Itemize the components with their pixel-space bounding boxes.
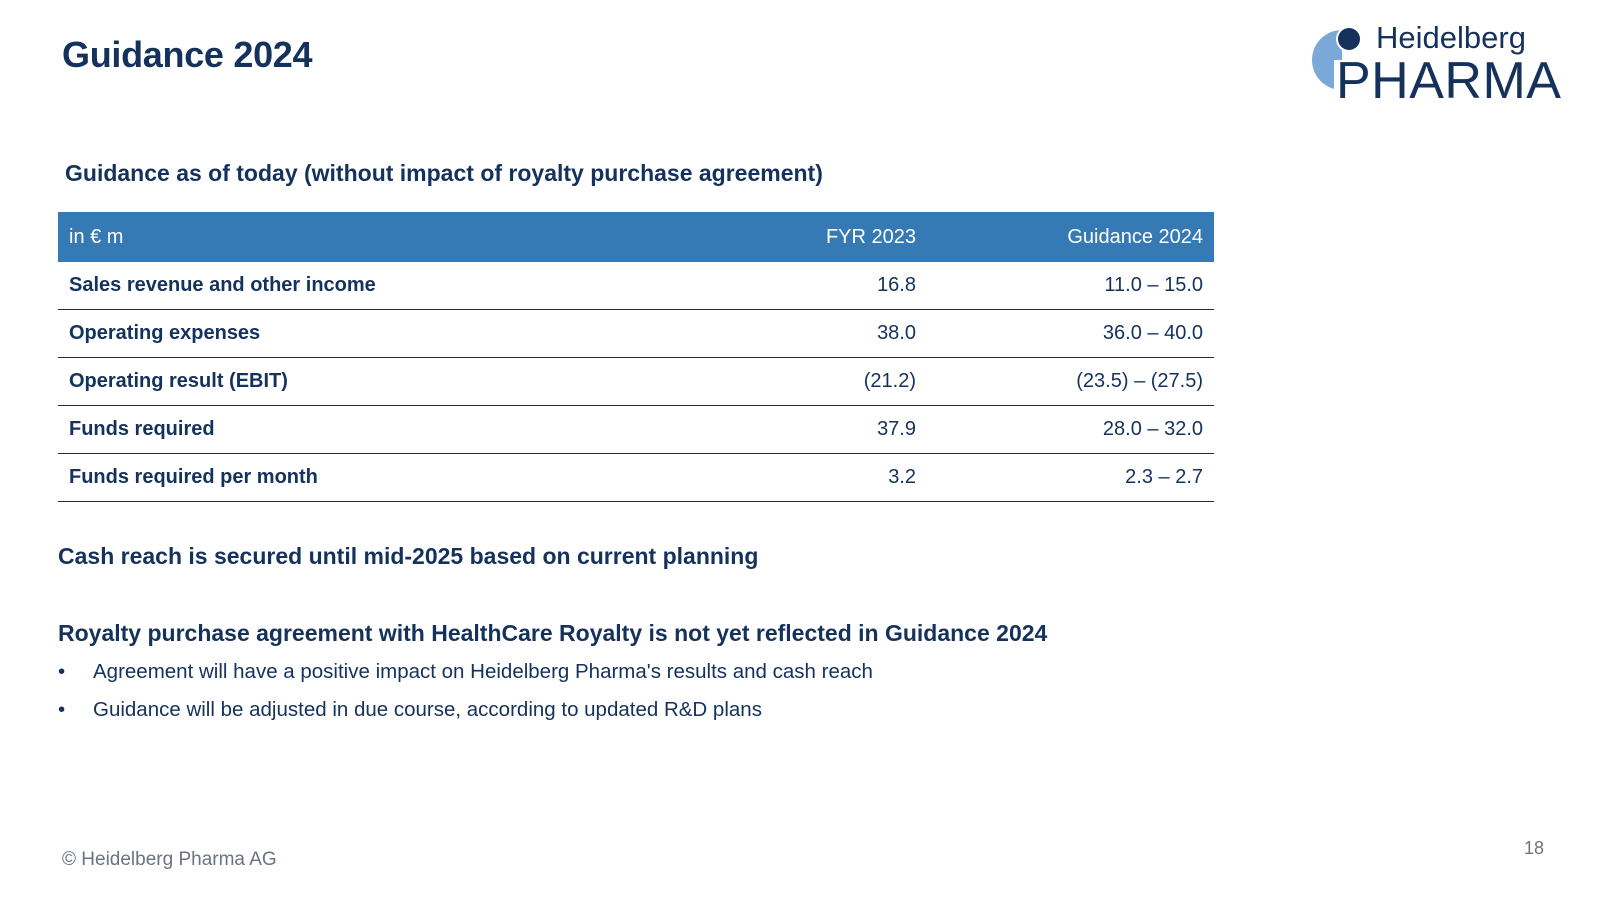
header-guidance-2024: Guidance 2024 <box>1067 225 1203 248</box>
logo-wordmark-heidelberg: Heidelberg <box>1376 20 1526 55</box>
guidance-2024-value: 36.0 – 40.0 <box>927 309 1214 358</box>
page-number: 18 <box>1523 838 1544 858</box>
row-label: Operating result (EBIT) <box>58 357 600 406</box>
guidance-2024-value: (23.5) – (27.5) <box>927 357 1214 406</box>
logo-mark-icon <box>1312 26 1362 98</box>
header-currency-unit: in € m <box>69 225 124 248</box>
table-header-row: in € m FYR 2023 Guidance 2024 <box>58 212 1214 262</box>
cash-reach-statement: Cash reach is secured until mid-2025 bas… <box>58 543 759 569</box>
guidance-subtitle: Guidance as of today (without impact of … <box>65 160 823 186</box>
royalty-agreement-statement: Royalty purchase agreement with HealthCa… <box>58 620 1048 646</box>
bullet-icon: • <box>58 660 66 683</box>
fyr-2023-value: (21.2) <box>600 357 927 406</box>
row-label: Sales revenue and other income <box>58 262 600 310</box>
bullet-text: Guidance will be adjusted in due course,… <box>93 698 762 721</box>
row-label: Funds required per month <box>58 453 600 502</box>
row-label: Operating expenses <box>58 309 600 358</box>
row-label: Funds required <box>58 405 600 454</box>
fyr-2023-value: 38.0 <box>600 309 927 358</box>
logo-wordmark-pharma: PHARMA <box>1336 52 1562 110</box>
table-row: Funds required 37.9 28.0 – 32.0 <box>58 405 1214 454</box>
fyr-2023-value: 37.9 <box>600 405 927 454</box>
royalty-bullet-list: • Agreement will have a positive impact … <box>58 658 873 734</box>
guidance-2024-value: 11.0 – 15.0 <box>927 262 1214 310</box>
list-item: • Guidance will be adjusted in due cours… <box>58 696 873 734</box>
fyr-2023-value: 3.2 <box>600 453 927 502</box>
table-row: Funds required per month 3.2 2.3 – 2.7 <box>58 453 1214 502</box>
slide-title: Guidance 2024 <box>62 34 313 75</box>
bullet-icon: • <box>58 698 66 721</box>
list-item: • Agreement will have a positive impact … <box>58 658 873 696</box>
header-fyr-2023: FYR 2023 <box>825 225 916 248</box>
table-row: Sales revenue and other income 16.8 11.0… <box>58 262 1214 310</box>
bullet-text: Agreement will have a positive impact on… <box>93 660 873 683</box>
fyr-2023-value: 16.8 <box>600 262 927 310</box>
table-row: Operating expenses 38.0 36.0 – 40.0 <box>58 309 1214 358</box>
guidance-2024-value: 28.0 – 32.0 <box>927 405 1214 454</box>
company-logo: Heidelberg PHARMA <box>1312 18 1561 110</box>
footer-copyright: © Heidelberg Pharma AG <box>62 849 277 870</box>
guidance-table: in € m FYR 2023 Guidance 2024 Sales reve… <box>58 212 1214 502</box>
guidance-2024-value: 2.3 – 2.7 <box>927 453 1214 502</box>
table-row: Operating result (EBIT) (21.2) (23.5) – … <box>58 357 1214 406</box>
